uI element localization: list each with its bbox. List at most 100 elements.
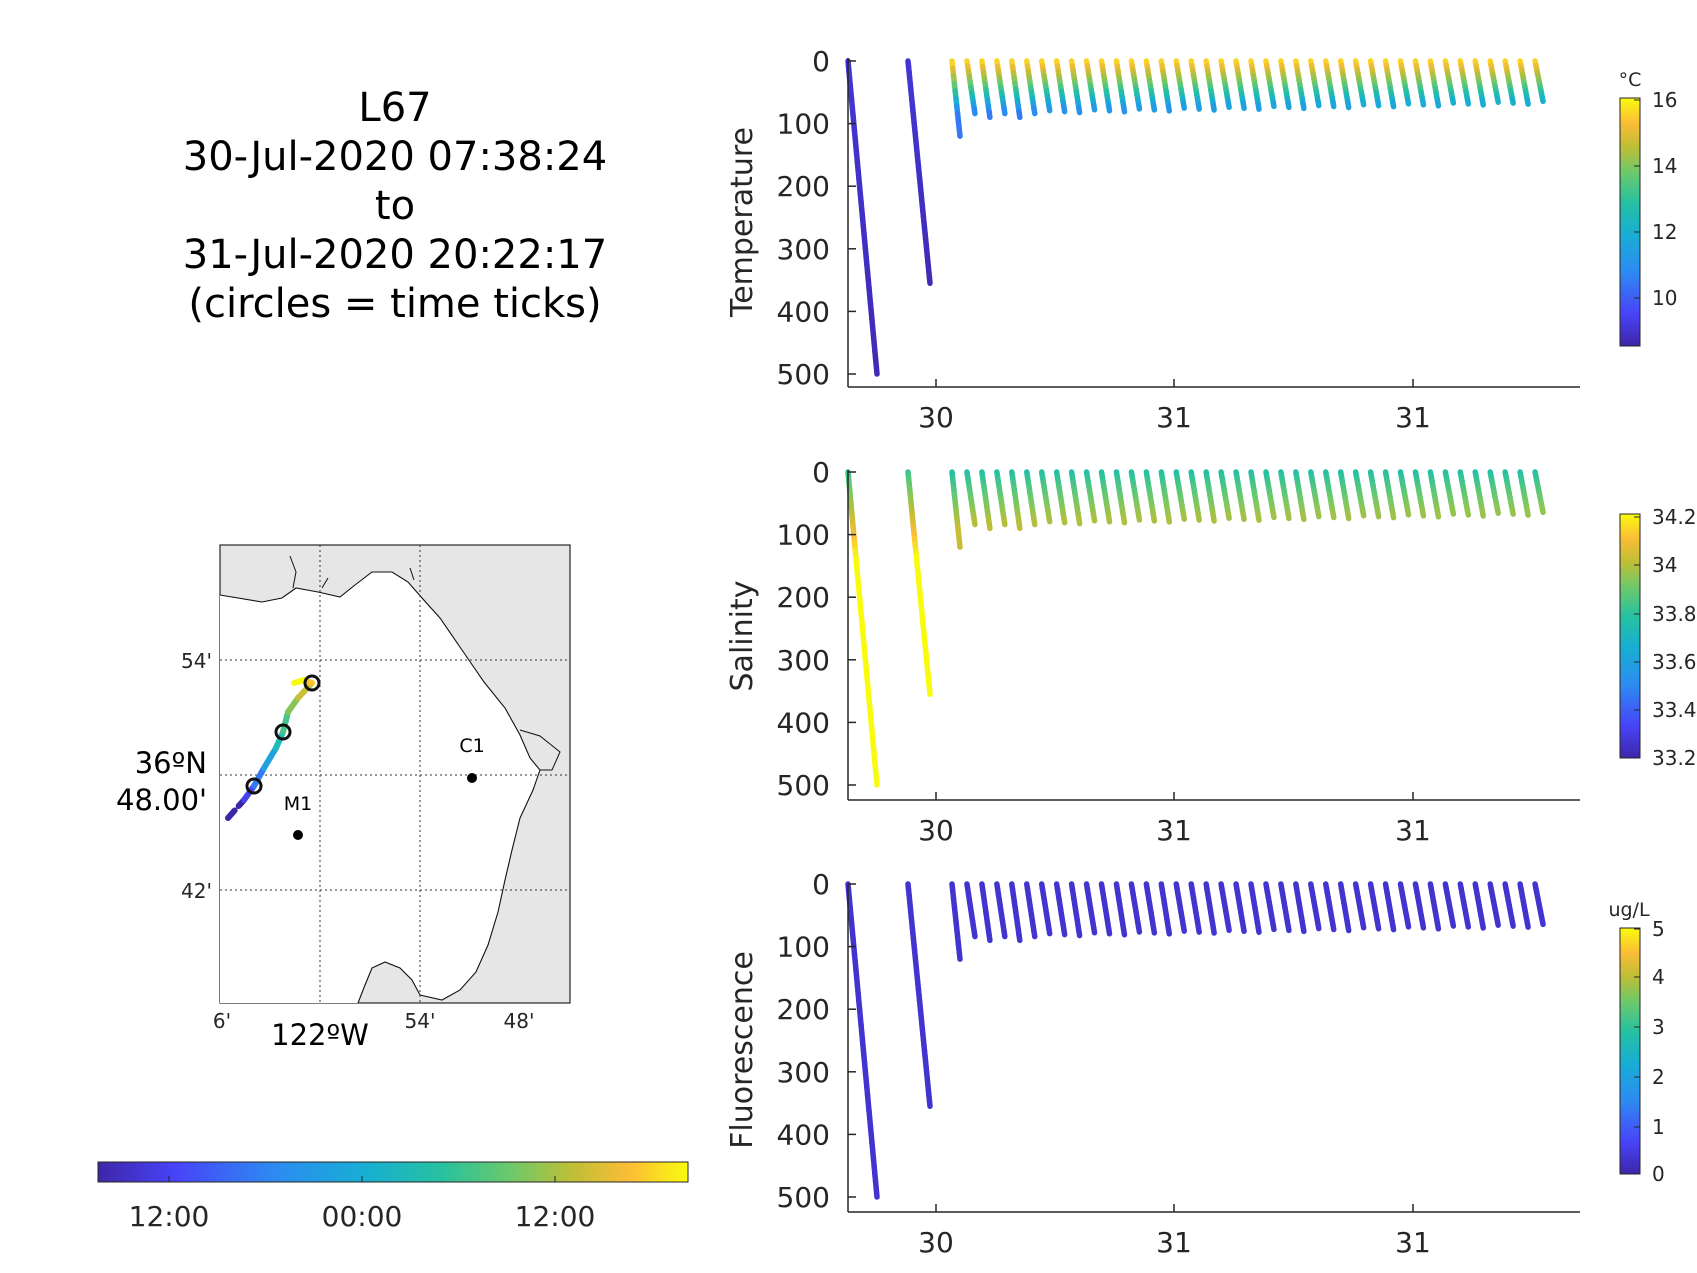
- fluorescence-profiles: [845, 881, 1546, 1200]
- fluorescence-colorbar-ticks: 5 4 3 2 1 0: [1634, 917, 1665, 1186]
- profile-segment: [1300, 100, 1307, 112]
- profile-segment: [1390, 922, 1397, 933]
- x-tick-label: 31: [1156, 401, 1192, 434]
- colorbar-tick-label: 3: [1652, 1015, 1665, 1039]
- profile-segment: [1300, 511, 1307, 523]
- profile-segment: [1494, 918, 1501, 928]
- profile-segment: [1046, 102, 1053, 114]
- profile-segment: [1524, 97, 1531, 107]
- x-tick-label: 30: [918, 814, 954, 847]
- temperature-colorbar-ticks: 16 14 12 10: [1634, 88, 1677, 310]
- profile-segment: [1479, 508, 1486, 519]
- profile-segment: [1105, 926, 1113, 937]
- profile-segment: [956, 536, 963, 550]
- colorbar-tick-label: 10: [1652, 286, 1677, 310]
- lat-label-minutes: 48.00': [116, 783, 207, 817]
- temperature-panel: 0 100 200 300 400 500 30 31 31 Temperature °C 1…: [725, 45, 1677, 434]
- profile-segment: [1091, 102, 1098, 113]
- colorbar-tick-label: 33.8: [1652, 602, 1697, 626]
- profile-segment: [926, 685, 933, 697]
- colorbar-tick-label: 34.2: [1652, 505, 1697, 529]
- profile-segment: [1105, 514, 1113, 525]
- profile-segment: [1255, 924, 1262, 935]
- profile-segment: [1315, 509, 1322, 520]
- fluorescence-ylabel: Fluorescence: [725, 951, 760, 1149]
- y-tick-label: 300: [777, 233, 830, 266]
- profile-segment: [1150, 513, 1158, 524]
- profile-segment: [1225, 510, 1232, 522]
- colorbar-tick-label: 5: [1652, 917, 1665, 941]
- profile-segment: [1449, 919, 1457, 929]
- temperature-colorbar: [1619, 97, 1641, 347]
- profile-segment: [1180, 923, 1187, 934]
- track-segment: [225, 797, 247, 821]
- profile-segment: [1210, 102, 1217, 113]
- profile-segment: [1270, 922, 1277, 933]
- time-colorbar-bar: [97, 1161, 689, 1183]
- salinity-colorbar: [1619, 513, 1641, 759]
- profile-segment: [1479, 97, 1486, 108]
- y-tick-label: 500: [777, 358, 830, 391]
- profile-segment: [1419, 508, 1427, 519]
- y-tick-label: 100: [777, 108, 830, 141]
- y-tick-label: 200: [777, 170, 830, 203]
- profile-segment: [1360, 97, 1367, 108]
- glider-track: [225, 677, 315, 821]
- profile-segment: [1419, 97, 1427, 108]
- y-tick-label: 200: [777, 581, 830, 614]
- profile-segment: [1449, 96, 1457, 106]
- salinity-y-ticks: 0 100 200 300 400 500: [777, 456, 856, 802]
- end-time: 31-Jul-2020 20:22:17: [182, 232, 608, 278]
- lon-label: 122ºW: [271, 1018, 369, 1052]
- profile-segment: [1195, 512, 1202, 523]
- profile-segment: [1120, 926, 1128, 938]
- station-c1-label: C1: [459, 735, 484, 757]
- y-tick-label: 0: [812, 45, 830, 78]
- profile-segment: [1479, 920, 1486, 931]
- x-tick-label: 31: [1395, 814, 1431, 847]
- profile-segment: [1001, 105, 1008, 117]
- profile-segment: [1419, 920, 1427, 931]
- colorbar-tick-label: 2: [1652, 1065, 1665, 1089]
- profile-segment: [1135, 512, 1143, 523]
- profile-segment: [1091, 513, 1098, 524]
- profile-segment: [971, 928, 978, 940]
- profile-segment: [1390, 99, 1397, 110]
- profile-segment: [1509, 507, 1516, 517]
- profile-segment: [1539, 505, 1546, 516]
- profile-segment: [986, 931, 993, 944]
- coastline: [219, 571, 541, 1004]
- profile-segment: [1180, 511, 1187, 522]
- lat-tick-42: 42': [181, 879, 212, 903]
- profile-segment: [1270, 99, 1277, 110]
- y-tick-label: 0: [812, 456, 830, 489]
- colorbar-tick-label: 33.2: [1652, 746, 1697, 770]
- profile-segment: [1404, 96, 1412, 107]
- profile-segment: [1494, 506, 1501, 516]
- profile-segment: [1001, 516, 1008, 528]
- to-label: to: [374, 183, 416, 229]
- profile-segment: [1255, 101, 1262, 112]
- track-segment: [261, 745, 279, 771]
- profile-segment: [1061, 926, 1068, 938]
- salinity-ylabel: Salinity: [725, 581, 760, 692]
- profile-segment: [1180, 100, 1187, 111]
- profile-segment: [1390, 510, 1397, 521]
- profile-segment: [1509, 96, 1516, 106]
- profile-segment: [1375, 98, 1382, 109]
- colorbar-tick-label: 4: [1652, 965, 1665, 989]
- map-grid: [220, 545, 570, 1003]
- profile-segment: [1270, 510, 1277, 521]
- time-colorbar: 12:00 00:00 12:00: [97, 1161, 689, 1233]
- temperature-y-ticks: 0 100 200 300 400 500: [777, 45, 856, 391]
- profile-segment: [1120, 103, 1128, 115]
- time-colorbar-tick-label: 12:00: [129, 1200, 210, 1233]
- profile-segment: [1345, 100, 1352, 111]
- x-tick-label: 31: [1156, 814, 1192, 847]
- profile-segment: [1150, 102, 1158, 113]
- profile-segment: [1001, 928, 1008, 940]
- x-tick-label: 31: [1395, 1226, 1431, 1259]
- temperature-profiles: [845, 58, 1546, 377]
